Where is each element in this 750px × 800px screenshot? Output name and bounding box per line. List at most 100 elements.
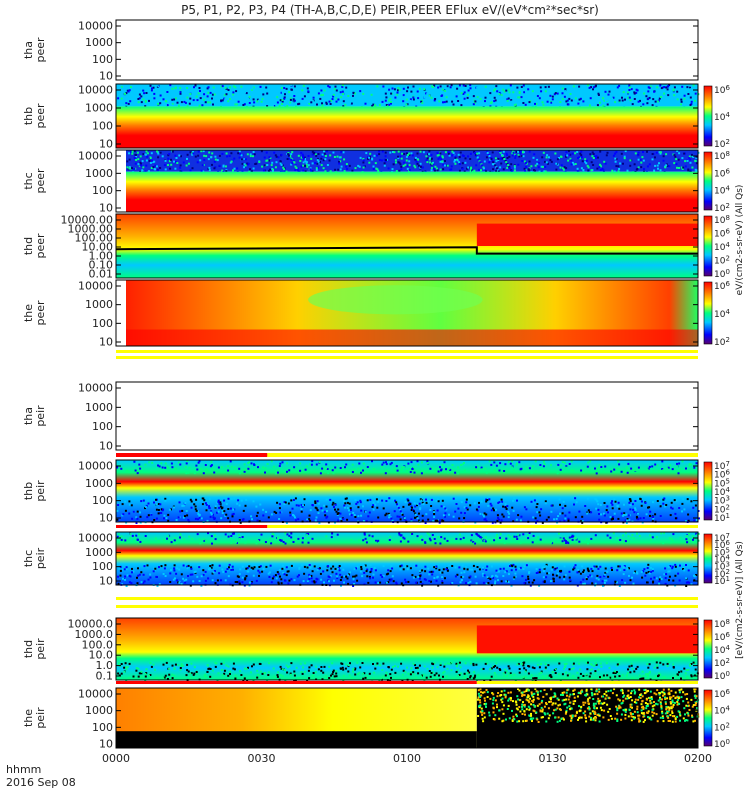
colorbar-tick-label: 104 — [714, 185, 730, 197]
colorbar-tick-label: 102 — [714, 138, 730, 150]
colorbar-the-peer: 106 104 102 — [703, 280, 730, 348]
y-tick-label: 10000 — [78, 150, 113, 163]
y-tick-label: 100 — [92, 494, 113, 507]
panel-label: peer — [34, 300, 47, 326]
panel-label: thb — [22, 482, 35, 500]
panel-tha-peer: 10000 1000 100 10 tha peer — [22, 19, 699, 83]
panel-label: thc — [22, 550, 35, 567]
y-tick-label: 0.01 — [89, 268, 114, 281]
colorbar-tick-exponent: 2 — [725, 202, 729, 210]
colorbar-tick-exponent: 6 — [725, 167, 730, 175]
colorbar-tick-label: 102 — [714, 657, 730, 669]
x-axis-label: hhmm — [6, 763, 41, 776]
y-tick-label: 10000 — [78, 280, 113, 293]
colorbar-tick-label: 101 — [714, 575, 730, 587]
colorbar-tick-label: 102 — [714, 202, 730, 214]
colorbar-tick-exponent: 3 — [725, 561, 729, 569]
date-label: 2016 Sep 08 — [6, 776, 76, 789]
colorbar-tick-exponent: 8 — [725, 150, 729, 158]
colorbar-tick-label: 104 — [714, 308, 730, 320]
y-tick-label: 10000 — [78, 460, 113, 473]
y-tick-label: 10000 — [78, 84, 113, 97]
colorbar-tick-exponent: 2 — [725, 255, 729, 263]
status-bar — [116, 605, 698, 608]
y-tick-label: 100 — [92, 184, 113, 197]
colorbar-tick-label: 106 — [714, 280, 730, 292]
colorbar-tick-label: 102 — [714, 721, 730, 733]
y-tick-label: 10 — [99, 70, 113, 83]
colorbar-tick-exponent: 4 — [725, 705, 730, 713]
y-tick-label: 10000 — [78, 20, 113, 33]
y-tick-label: 100 — [92, 317, 113, 330]
x-tick-label: 0100 — [393, 752, 421, 765]
y-tick-label: 10.00 — [82, 241, 114, 254]
panel-label: thb — [22, 107, 35, 125]
colorbar-tick-exponent: 2 — [725, 138, 729, 146]
colorbar-tick-exponent: 3 — [725, 495, 729, 503]
panel-thc-peer: 10000 1000 100 10 thc peer — [22, 149, 700, 215]
colorbar-tick-exponent: 6 — [725, 539, 730, 547]
colorbar-tick-exponent: 1 — [725, 512, 729, 520]
colorbar-tick-exponent: 2 — [725, 568, 729, 576]
status-bar — [116, 356, 698, 359]
colorbar-tick-exponent: 7 — [725, 460, 729, 468]
colorbar-tick-exponent: 2 — [725, 336, 729, 344]
y-tick-label: 0.1 — [96, 670, 114, 683]
colorbar-tick-exponent: 4 — [725, 185, 730, 193]
panel-frame — [115, 83, 699, 149]
colorbar-tick-exponent: 6 — [725, 688, 730, 696]
panel-frame — [115, 381, 699, 451]
colorbar-tick-label: 106 — [714, 167, 730, 179]
chart-title: P5, P1, P2, P3, P4 (TH-A,B,C,D,E) PEIR,P… — [181, 3, 599, 17]
x-tick-label: 0130 — [539, 752, 567, 765]
y-tick-label: 100 — [92, 120, 113, 133]
colorbar-the-peir: 106 104 102 100 — [703, 688, 730, 750]
panel-label: peer — [34, 37, 47, 63]
colorbar-tick-exponent: 1 — [725, 575, 729, 583]
colorbar-tick-label: 100 — [714, 268, 730, 280]
y-tick-label: 1000.0 — [75, 628, 114, 641]
y-tick-label: 1.0 — [96, 659, 114, 672]
y-tick-label: 100 — [92, 560, 113, 573]
panel-label: tha — [22, 407, 35, 425]
colorbar-tick-exponent: 6 — [725, 469, 730, 477]
colorbar-tick-label: 108 — [714, 150, 730, 162]
colorbar-tick-exponent: 6 — [725, 84, 730, 92]
panel-tha-peir: 10000 1000 100 10 tha peir — [22, 381, 699, 457]
colorbar-tick-exponent: 6 — [725, 228, 730, 236]
y-tick-label: 1000 — [85, 546, 113, 559]
colorbar-tick-label: 106 — [714, 631, 730, 643]
colorbar-tick-exponent: 4 — [725, 554, 730, 562]
panel-frame — [115, 531, 699, 586]
panel-frame — [115, 617, 699, 681]
y-tick-label: 1000.00 — [68, 223, 114, 236]
colorbar-tick-exponent: 8 — [725, 618, 729, 626]
panel-label: peir — [34, 480, 47, 502]
y-tick-label: 1000 — [85, 298, 113, 311]
panel-label: thd — [22, 640, 35, 658]
y-tick-label: 10 — [99, 336, 113, 349]
panel-label: peer — [34, 103, 47, 129]
colorbar-tick-label: 101 — [714, 512, 730, 524]
y-tick-label: 1000 — [85, 102, 113, 115]
y-tick-label: 100.00 — [75, 232, 114, 245]
panel-label: peir — [34, 638, 47, 660]
colorbar-tick-exponent: 2 — [725, 721, 729, 729]
y-tick-label: 10000.0 — [68, 618, 114, 631]
colorbar-tick-label: 102 — [714, 336, 730, 348]
panel-the-peir: 10000 1000 100 10 the peir — [22, 681, 700, 751]
colorbar-tick-exponent: 4 — [725, 644, 730, 652]
colorbar-tick-exponent: 4 — [725, 308, 730, 316]
panel-the-peer: 10000 1000 100 10 the peer — [22, 279, 699, 359]
colorbar-tick-exponent: 0 — [725, 268, 729, 276]
panel-frame — [115, 213, 699, 279]
colorbar-tick-exponent: 2 — [725, 657, 729, 665]
